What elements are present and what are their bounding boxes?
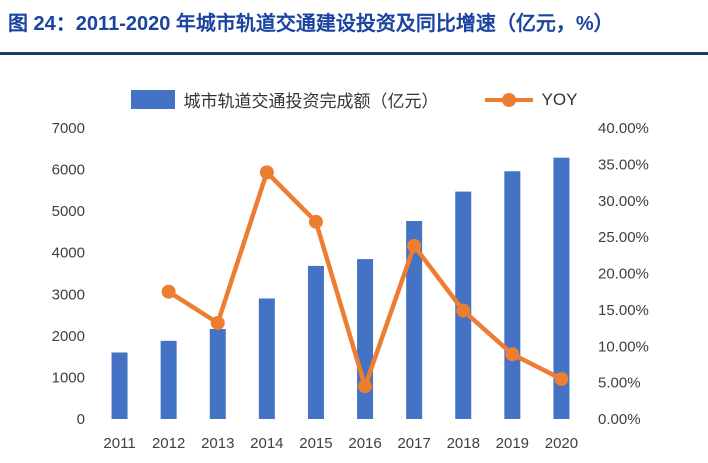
chart-legend: 城市轨道交通投资完成额（亿元） YOY (0, 87, 708, 112)
bar-2013 (209, 328, 226, 419)
right-axis-tick-label: 40.00% (598, 120, 649, 137)
bar-2020 (553, 157, 570, 419)
left-axis-tick-label: 7000 (52, 120, 85, 137)
bar-series-label: 城市轨道交通投资完成额（亿元） (183, 92, 439, 111)
right-axis-tick-label: 15.00% (598, 302, 649, 319)
x-axis-label: 2011 (103, 435, 135, 452)
x-axis-label: 2018 (447, 435, 480, 452)
yoy-point-2018 (456, 303, 471, 318)
yoy-line-marker-icon (484, 91, 533, 109)
right-axis-tick-label: 30.00% (598, 193, 649, 210)
x-axis-label: 2020 (545, 435, 578, 452)
x-axis-label: 2013 (201, 435, 234, 452)
right-axis-tick-label: 10.00% (598, 338, 649, 355)
right-axis-tick-label: 5.00% (598, 375, 641, 392)
x-axis-label: 2017 (397, 435, 430, 452)
x-axis-label: 2012 (152, 435, 185, 452)
left-axis-tick-label: 4000 (52, 245, 85, 262)
right-axis-tick-label: 25.00% (598, 229, 649, 246)
bar-2016 (357, 259, 374, 419)
bar-series-swatch-icon (130, 90, 175, 109)
yoy-point-2020 (554, 371, 569, 386)
bar-2014 (258, 298, 275, 419)
yoy-point-2013 (210, 315, 225, 330)
bar-2015 (307, 265, 324, 419)
right-axis-tick-label: 35.00% (598, 156, 649, 173)
x-axis-label: 2016 (348, 435, 381, 452)
x-axis-label: 2019 (496, 435, 529, 452)
yoy-point-2015 (308, 214, 323, 229)
yoy-dot-icon (501, 92, 516, 107)
left-axis-tick-label: 6000 (52, 162, 85, 179)
bar-2019 (504, 171, 521, 419)
left-axis-tick-label: 0 (77, 411, 85, 428)
yoy-point-2016 (358, 379, 373, 394)
yoy-point-2017 (407, 238, 422, 253)
investment-yoy-chart: 0 1000 2000 3000 4000 5000 6000 7000 0.00% 5.00% 1… (52, 120, 649, 452)
legend-item-yoy: YOY (484, 89, 578, 110)
bar-2012 (160, 340, 177, 419)
figure-title: 图 24：2011-2020 年城市轨道交通建设投资及同比增速（亿元，%） (8, 13, 614, 35)
yoy-point-2019 (505, 347, 520, 362)
x-axis-label: 2015 (299, 435, 332, 452)
bar-2017 (406, 221, 423, 419)
legend-item-investment: 城市轨道交通投资完成额（亿元） (130, 87, 439, 112)
title-divider-rule (0, 52, 708, 55)
left-axis-tick-label: 2000 (52, 328, 85, 345)
right-axis-tick-label: 0.00% (598, 411, 641, 428)
left-axis-tick-label: 3000 (52, 286, 85, 303)
yoy-point-2012 (161, 284, 176, 299)
right-axis-tick-label: 20.00% (598, 266, 649, 283)
yoy-series-label: YOY (541, 89, 578, 109)
left-axis-tick-label: 1000 (52, 369, 85, 386)
yoy-point-2014 (259, 165, 274, 180)
left-axis-tick-label: 5000 (52, 203, 85, 220)
bar-2011 (111, 352, 128, 419)
x-axis-label: 2014 (250, 435, 283, 452)
